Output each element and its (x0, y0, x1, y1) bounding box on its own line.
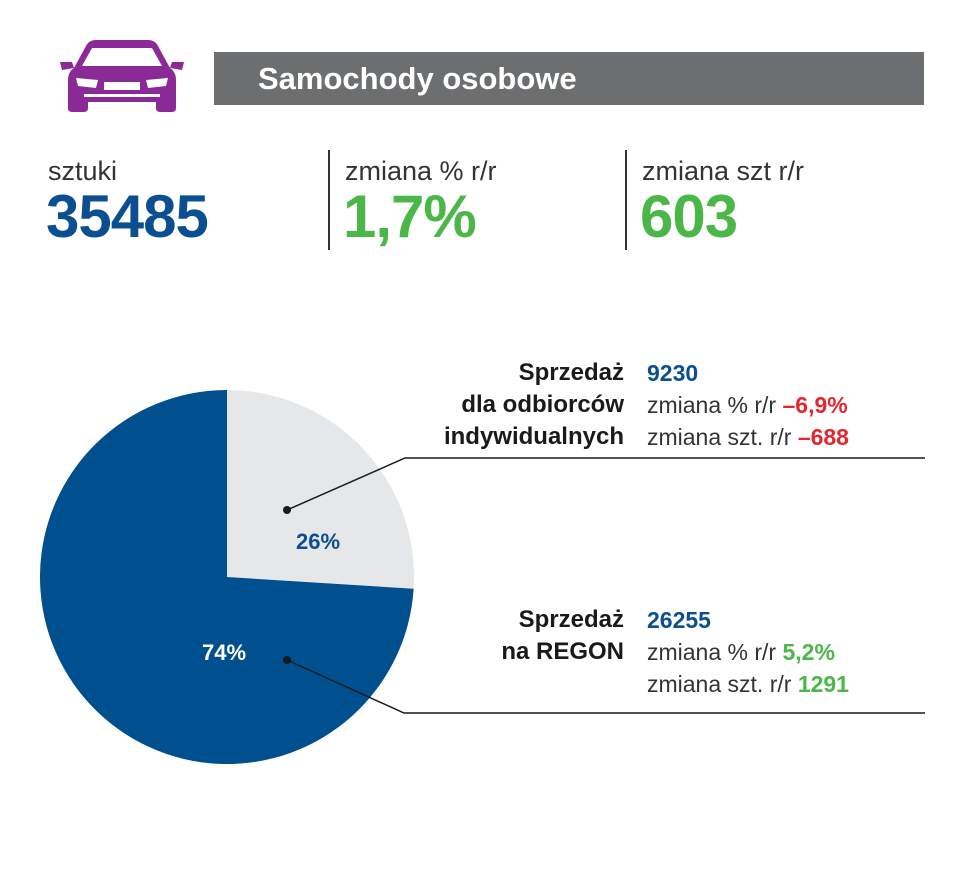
kpi-units-value: 35485 (46, 183, 209, 250)
segment-title-line: indywidualnych (443, 423, 624, 450)
segment-individual-pct: –6,9% (782, 392, 848, 418)
segment-individual-szt: –688 (797, 424, 849, 450)
segment-title-line: dla odbiorców (461, 391, 624, 418)
segment-szt-label: zmiana szt. r/r (647, 424, 792, 450)
kpi-divider (328, 150, 330, 250)
segment-pct-label: zmiana % r/r (647, 392, 777, 418)
leader-dot-individual (283, 506, 291, 514)
segment-regon-szt: 1291 (797, 671, 849, 697)
segment-pct-label: zmiana % r/r (647, 639, 777, 665)
segment-title-line: Sprzedaż (518, 606, 624, 633)
segment-szt-label: zmiana szt. r/r (647, 671, 792, 697)
segment-regon-pct: 5,2% (782, 639, 835, 665)
leader-dot-regon (283, 656, 291, 664)
pie-slice-regon (40, 389, 414, 764)
kpi-pct-label: zmiana % r/r (345, 156, 497, 186)
kpi-szt-value: 603 (640, 183, 738, 250)
kpi-divider (625, 150, 627, 250)
segment-regon-stats: 26255 zmiana % r/r 5,2% zmiana szt. r/r … (647, 604, 849, 700)
segment-regon-title: Sprzedaż na REGON (501, 604, 624, 668)
segment-individual-title: Sprzedaż dla odbiorców indywidualnych (444, 357, 624, 453)
slice-label-regon: 74% (202, 640, 246, 665)
title-bar: Samochody osobowe (214, 52, 924, 105)
leader-line-regon (286, 659, 925, 714)
page-title: Samochody osobowe (258, 61, 577, 96)
slice-label-individual: 26% (296, 529, 340, 554)
kpi-units-label: sztuki (48, 156, 118, 186)
leader-line-individual (286, 457, 925, 511)
kpi-pct-value: 1,7% (343, 183, 477, 250)
segment-individual-value: 9230 (647, 360, 699, 386)
pie-slice-individual (227, 390, 415, 589)
segment-individual-stats: 9230 zmiana % r/r –6,9% zmiana szt. r/r … (647, 357, 849, 453)
kpi-szt-label: zmiana szt r/r (642, 156, 805, 186)
car-icon (60, 40, 184, 112)
segment-title-line: na REGON (501, 638, 624, 665)
segment-regon-value: 26255 (647, 607, 711, 633)
segment-title-line: Sprzedaż (518, 359, 624, 386)
